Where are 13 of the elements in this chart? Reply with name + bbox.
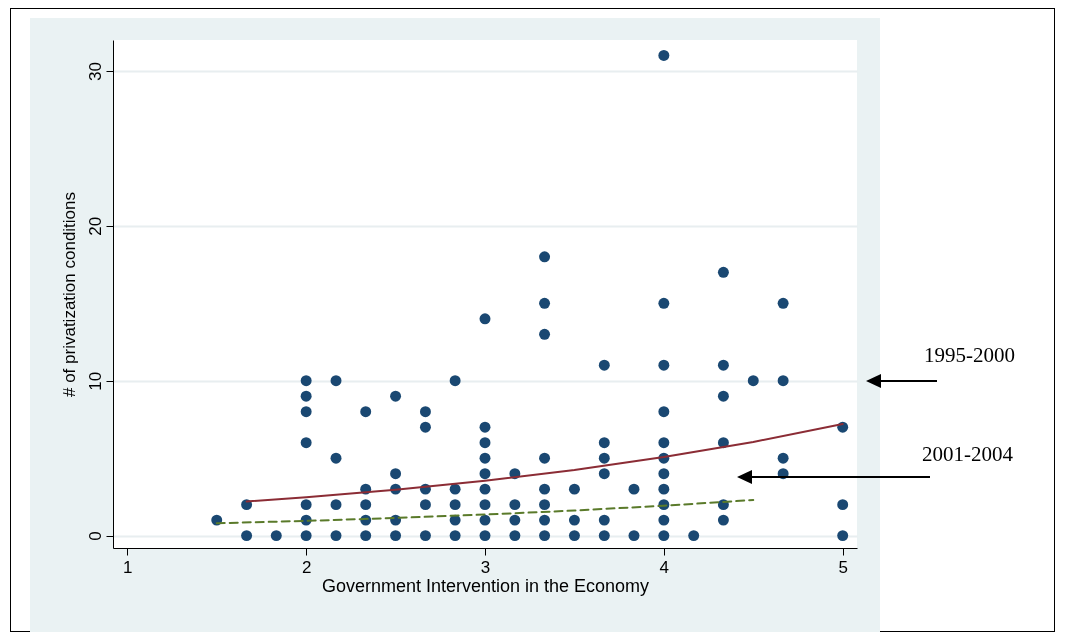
text: 2001-2004 bbox=[922, 442, 1013, 467]
text: 1995-2000 bbox=[924, 343, 1015, 368]
y-tick-label: 30 bbox=[85, 62, 105, 81]
x-tick-label: 5 bbox=[838, 557, 848, 577]
y-tick-label: 20 bbox=[85, 216, 105, 236]
y-tick-label: 0 bbox=[85, 531, 105, 541]
y-axis-title: # of privatization conditions bbox=[59, 191, 79, 398]
x-tick-label: 1 bbox=[123, 557, 133, 577]
x-tick-label: 3 bbox=[480, 557, 491, 577]
x-tick-label: 4 bbox=[659, 557, 670, 577]
x-tick-label: 2 bbox=[301, 557, 312, 577]
x-axis-title: Government Intervention in the Economy bbox=[321, 575, 650, 596]
y-tick-label: 10 bbox=[85, 371, 105, 391]
